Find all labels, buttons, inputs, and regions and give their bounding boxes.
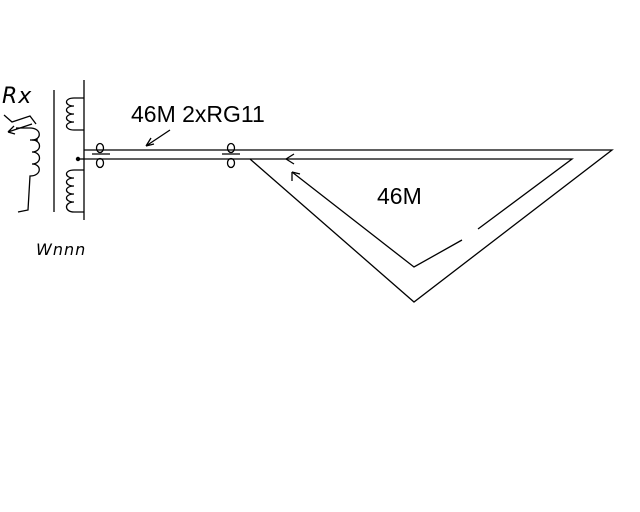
- cable-pointer-arrow: [145, 129, 171, 147]
- connector-left-top: [95, 142, 105, 154]
- transformer: [3, 80, 85, 220]
- connector-right-bottom: [226, 157, 236, 169]
- transformer-label: Wnnn: [36, 240, 87, 259]
- cable-label: 46M 2xRG11: [131, 101, 265, 127]
- receiver-label: Rx: [2, 84, 33, 109]
- loop-inner-return: [291, 171, 463, 268]
- feeder-cable: [75, 129, 240, 169]
- loop-direction-arrow-top: [285, 153, 295, 165]
- connector-left-bottom: [95, 157, 105, 169]
- primary-winding: [16, 127, 41, 213]
- loop-outer: [240, 149, 614, 303]
- loop-antenna: [240, 149, 614, 303]
- secondary-winding-upper: [65, 97, 84, 131]
- loop-direction-arrow-diag: [291, 171, 301, 181]
- connector-right-top: [226, 142, 236, 154]
- loop-length-label: 46M: [377, 183, 422, 209]
- loop-inner: [250, 158, 574, 230]
- rx-underline: [3, 114, 37, 125]
- secondary-winding-lower: [65, 169, 84, 213]
- rx-arrow: [7, 123, 33, 135]
